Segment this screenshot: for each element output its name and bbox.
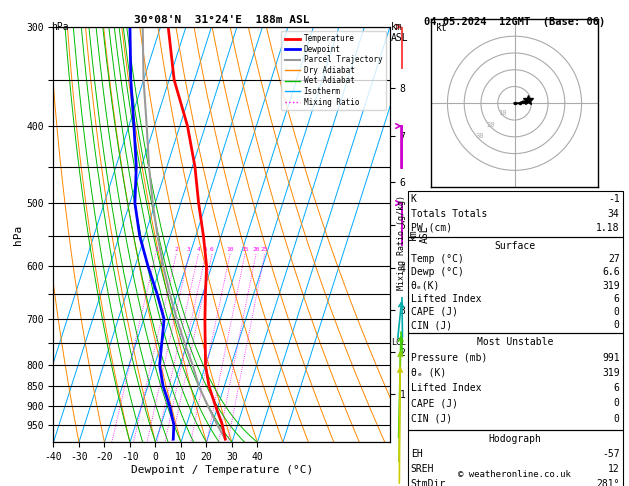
Text: CAPE (J): CAPE (J)	[411, 307, 458, 317]
Text: θₑ (K): θₑ (K)	[411, 368, 446, 378]
Text: Totals Totals: Totals Totals	[411, 208, 487, 219]
Text: 4: 4	[196, 247, 200, 252]
Text: 1.18: 1.18	[596, 223, 620, 233]
Y-axis label: km
ASL: km ASL	[408, 226, 430, 243]
Text: 281°: 281°	[596, 479, 620, 486]
Text: 319: 319	[602, 280, 620, 291]
X-axis label: Dewpoint / Temperature (°C): Dewpoint / Temperature (°C)	[131, 465, 313, 475]
Text: 1: 1	[154, 247, 157, 252]
Text: -1: -1	[608, 194, 620, 205]
Text: 6.6: 6.6	[602, 267, 620, 278]
Text: StmDir: StmDir	[411, 479, 446, 486]
Text: Pressure (mb): Pressure (mb)	[411, 352, 487, 363]
Text: Mixing Ratio (g/kg): Mixing Ratio (g/kg)	[397, 195, 406, 291]
Text: 991: 991	[602, 352, 620, 363]
Text: 15: 15	[242, 247, 248, 252]
Text: -57: -57	[602, 449, 620, 459]
Text: 6: 6	[614, 294, 620, 304]
Text: EH: EH	[411, 449, 423, 459]
Text: 12: 12	[608, 464, 620, 474]
Text: LCL: LCL	[391, 338, 406, 347]
Text: 0: 0	[614, 399, 620, 408]
Text: 04.05.2024  12GMT  (Base: 06): 04.05.2024 12GMT (Base: 06)	[424, 17, 605, 27]
Text: SREH: SREH	[411, 464, 434, 474]
Text: kt: kt	[436, 23, 447, 33]
Text: θₑ(K): θₑ(K)	[411, 280, 440, 291]
Y-axis label: hPa: hPa	[13, 225, 23, 244]
Text: 0: 0	[614, 320, 620, 330]
Text: 10: 10	[226, 247, 234, 252]
Text: 30: 30	[475, 134, 484, 139]
Text: Most Unstable: Most Unstable	[477, 337, 554, 347]
Text: Dewp (°C): Dewp (°C)	[411, 267, 464, 278]
Text: 25: 25	[261, 247, 269, 252]
Text: Lifted Index: Lifted Index	[411, 294, 481, 304]
Text: km
ASL: km ASL	[391, 22, 409, 43]
Legend: Temperature, Dewpoint, Parcel Trajectory, Dry Adiabat, Wet Adiabat, Isotherm, Mi: Temperature, Dewpoint, Parcel Trajectory…	[281, 31, 386, 110]
Text: © weatheronline.co.uk: © weatheronline.co.uk	[458, 469, 571, 479]
Text: 34: 34	[608, 208, 620, 219]
Text: Surface: Surface	[494, 241, 536, 251]
Text: 0: 0	[614, 307, 620, 317]
Text: CIN (J): CIN (J)	[411, 320, 452, 330]
Text: 6: 6	[210, 247, 214, 252]
Text: 319: 319	[602, 368, 620, 378]
Text: 20: 20	[252, 247, 260, 252]
Text: CIN (J): CIN (J)	[411, 414, 452, 424]
Text: 6: 6	[614, 383, 620, 393]
Text: 27: 27	[608, 254, 620, 264]
Text: Hodograph: Hodograph	[489, 434, 542, 444]
Text: 5: 5	[204, 247, 208, 252]
Text: hPa: hPa	[52, 22, 69, 32]
Text: PW (cm): PW (cm)	[411, 223, 452, 233]
Text: 2: 2	[174, 247, 178, 252]
Text: 20: 20	[487, 122, 495, 128]
Text: 3: 3	[187, 247, 191, 252]
Title: 30°08'N  31°24'E  188m ASL: 30°08'N 31°24'E 188m ASL	[134, 15, 309, 25]
Text: 0: 0	[614, 414, 620, 424]
Text: CAPE (J): CAPE (J)	[411, 399, 458, 408]
Text: 10: 10	[499, 110, 507, 116]
Text: Temp (°C): Temp (°C)	[411, 254, 464, 264]
Text: Lifted Index: Lifted Index	[411, 383, 481, 393]
Text: K: K	[411, 194, 416, 205]
